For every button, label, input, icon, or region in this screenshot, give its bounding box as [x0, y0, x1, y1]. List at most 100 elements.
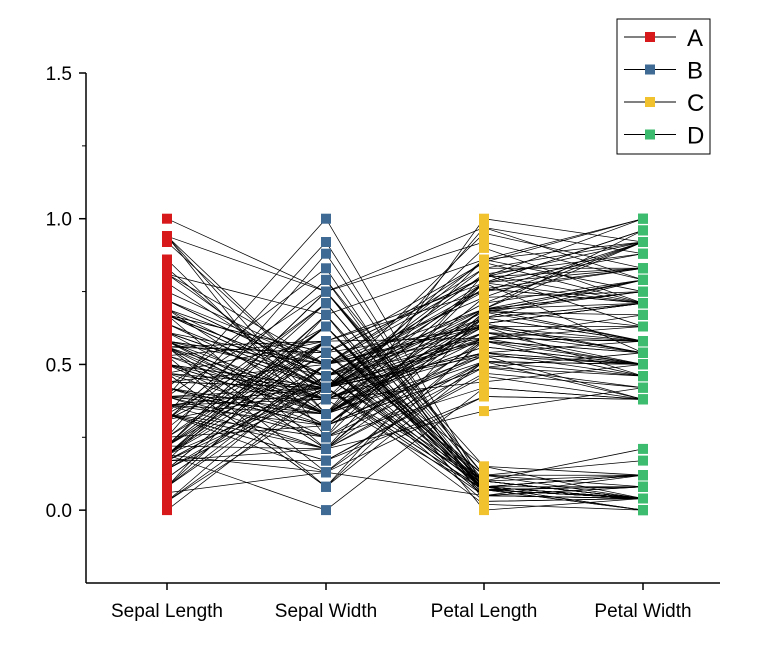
marker-petal-width-140 [638, 225, 648, 236]
record-line-148 [166, 241, 644, 357]
marker-petal-length-149 [479, 304, 489, 315]
marker-sepal-width-143 [321, 359, 331, 370]
marker-sepal-length-148 [162, 350, 172, 361]
marker-petal-width-132 [638, 248, 648, 259]
marker-sepal-width-93 [321, 467, 331, 478]
y-tick-label: 0.5 [46, 355, 72, 376]
marker-sepal-width-144 [321, 347, 331, 358]
record-line-135 [166, 235, 644, 389]
marker-petal-length-99 [479, 350, 489, 361]
record-line-85 [166, 326, 644, 374]
legend-swatch-B [645, 64, 655, 75]
legend-label-D: D [687, 123, 704, 150]
marker-sepal-width-81 [321, 455, 331, 466]
record-line-45 [166, 387, 644, 491]
marker-petal-length-148 [479, 286, 489, 297]
marker-petal-length-98 [479, 406, 489, 417]
record-line-13 [166, 387, 644, 511]
marker-petal-width-146 [638, 286, 648, 297]
marker-sepal-length-146 [162, 341, 172, 352]
marker-petal-length-118 [479, 213, 489, 224]
marker-sepal-width-141 [321, 371, 331, 382]
record-line-69 [166, 366, 644, 450]
record-line-95 [166, 352, 644, 397]
marker-petal-length-93 [479, 391, 489, 402]
marker-petal-width-139 [638, 263, 648, 274]
marker-petal-width-23 [638, 455, 648, 466]
marker-sepal-width-109 [321, 309, 331, 320]
legend-label-C: C [687, 90, 704, 117]
marker-sepal-length-48 [162, 423, 172, 434]
record-line-121 [166, 279, 644, 415]
marker-petal-length-135 [479, 254, 489, 265]
record-line-75 [166, 323, 644, 389]
record-line-149 [166, 302, 644, 389]
marker-sepal-length-98 [162, 441, 172, 451]
marker-sepal-length-47 [162, 481, 172, 492]
marker-sepal-width-131 [321, 286, 331, 297]
record-line-146 [166, 291, 644, 450]
legend-frame [616, 18, 711, 155]
marker-petal-width-149 [638, 298, 648, 309]
marker-sepal-length-142 [162, 382, 172, 393]
marker-sepal-length-113 [162, 391, 172, 402]
marker-sepal-width-15 [321, 213, 331, 224]
marker-sepal-width-48 [321, 298, 331, 309]
marker-petal-length-144 [479, 272, 489, 282]
marker-sepal-length-134 [162, 359, 172, 370]
x-category-label-sepal-width: Sepal Width [275, 601, 377, 622]
marker-petal-length-127 [479, 312, 489, 323]
record-line-98 [166, 387, 644, 450]
polyline-layer [166, 218, 644, 511]
marker-petal-length-143 [479, 263, 489, 274]
x-tick-layer: Sepal Length Sepal Width Petal Length Petal… [111, 583, 692, 622]
marker-sepal-length-102 [162, 277, 172, 288]
marker-sepal-width-146 [321, 443, 331, 454]
marker-sepal-length-129 [162, 269, 172, 280]
marker-sepal-width-149 [321, 382, 331, 393]
record-line-134 [166, 282, 644, 438]
marker-sepal-length-107 [162, 263, 172, 274]
marker-petal-width-45 [638, 481, 648, 492]
marker-sepal-length-93 [162, 449, 172, 460]
marker-sepal-width-107 [321, 394, 331, 405]
record-line-79 [166, 387, 644, 438]
marker-sepal-length-145 [162, 309, 172, 320]
record-line-144 [166, 218, 644, 354]
record-line-48 [166, 302, 644, 499]
marker-sepal-length-135 [162, 231, 172, 242]
legend-swatch-D [645, 129, 655, 140]
legend-swatch-C [645, 97, 655, 107]
marker-sepal-width-43 [321, 321, 331, 332]
record-line-122 [166, 227, 644, 415]
record-line-138 [166, 302, 644, 389]
marker-sepal-length-105 [162, 237, 172, 247]
marker-petal-length-64 [479, 376, 489, 387]
marker-petal-length-22 [479, 505, 489, 516]
marker-petal-width-37 [638, 505, 648, 516]
marker-petal-length-46 [479, 476, 489, 486]
y-tick-label: 0.0 [46, 501, 72, 522]
marker-petal-width-49 [638, 493, 648, 504]
marker-petal-length-23 [479, 470, 489, 481]
marker-petal-length-42 [479, 490, 489, 501]
legend-label-A: A [687, 25, 703, 52]
record-line-103 [166, 282, 644, 400]
marker-sepal-length-42 [162, 496, 172, 507]
marker-sepal-width-133 [321, 409, 331, 419]
marker-sepal-length-29 [162, 473, 172, 484]
marker-sepal-width-16 [321, 274, 331, 285]
marker-petal-length-140 [479, 277, 489, 288]
marker-petal-width-147 [638, 274, 648, 285]
record-line-89 [166, 361, 644, 450]
marker-petal-width-44 [638, 470, 648, 481]
marker-sepal-length-130 [162, 254, 172, 265]
marker-petal-width-106 [638, 309, 648, 320]
marker-sepal-length-84 [162, 414, 172, 425]
marker-sepal-width-142 [321, 420, 331, 431]
x-category-label-sepal-length: Sepal Length [111, 601, 223, 622]
record-line-147 [166, 279, 644, 389]
